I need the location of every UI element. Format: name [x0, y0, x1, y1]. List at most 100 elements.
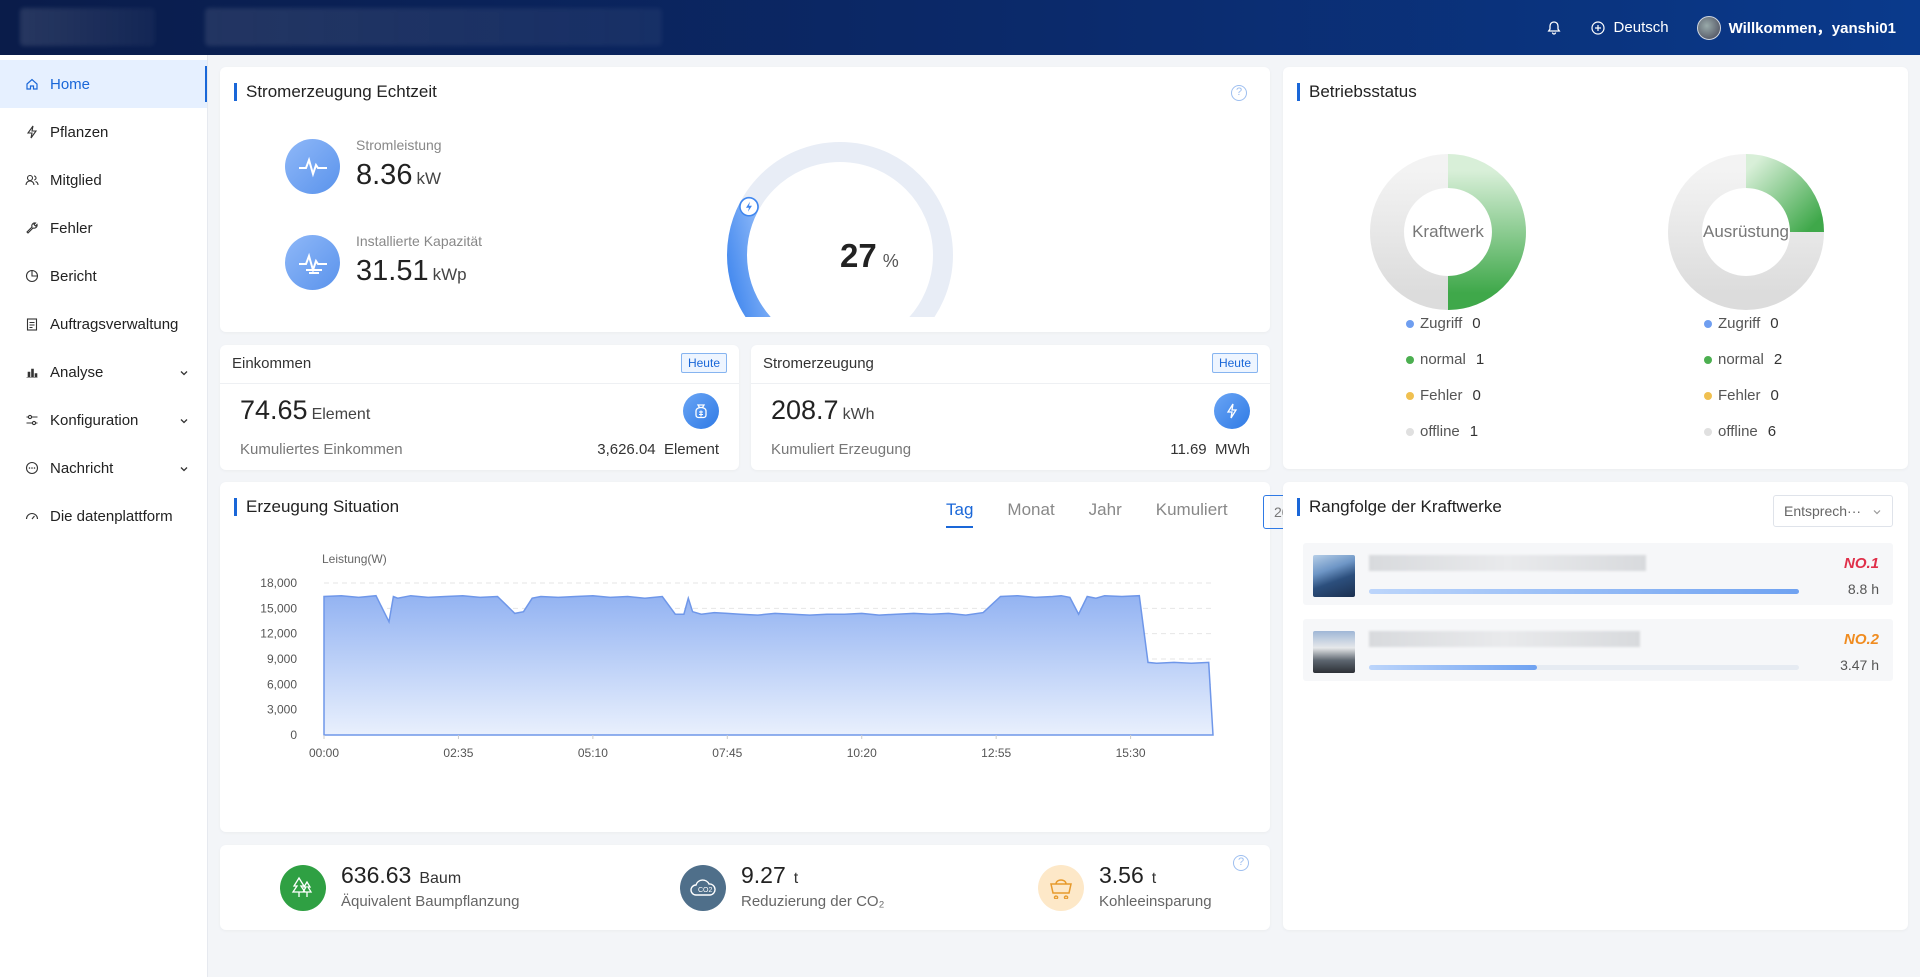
plant-legend-normal: normal 1: [1406, 351, 1484, 368]
chart-y-axis-label: Leistung(W): [322, 552, 387, 566]
sidebar-item-datenplattform[interactable]: Die datenplattform: [0, 492, 207, 540]
pie-chart-icon: [24, 268, 40, 284]
tab-tag[interactable]: Tag: [946, 500, 974, 528]
chart-y-tick-label: 18,000: [260, 576, 297, 590]
income-title: Einkommen: [232, 355, 312, 372]
device-legend-fehler: Fehler 0: [1704, 387, 1779, 404]
chart-y-tick-label: 12,000: [260, 627, 297, 641]
avatar: [1696, 15, 1721, 40]
sidebar-item-fehler[interactable]: Fehler: [0, 204, 207, 252]
plant-donut: [1370, 154, 1526, 310]
coal-value: 3.56 t: [1099, 862, 1157, 888]
cumulative-income-label: Kumuliertes Einkommen: [240, 441, 403, 458]
generation-situation-card: Erzeugung Situation Tag Monat Jahr Kumul…: [220, 482, 1476, 832]
clipboard-icon: [24, 316, 40, 332]
sidebar-item-label: Analyse: [50, 363, 104, 381]
sidebar-item-label: Konfiguration: [50, 411, 139, 429]
card-title: Erzeugung Situation: [234, 498, 399, 516]
environment-card: ? 636.63 Baum Äquivalent Baumpflanzung CO…: [220, 845, 1270, 930]
notification-bell-icon[interactable]: [1546, 20, 1562, 36]
cumulative-generation-value: 11.69 MWh: [1170, 441, 1250, 458]
sidebar-item-label: Die datenplattform: [50, 507, 173, 525]
power-label: Stromleistung: [356, 137, 442, 153]
rank-hours: 8.8 h: [1847, 581, 1879, 597]
chart-y-tick-label: 9,000: [267, 652, 297, 666]
bolt-icon: [24, 124, 40, 140]
pulse-icon: [285, 139, 340, 194]
period-tabs: Tag Monat Jahr Kumuliert: [946, 500, 1228, 528]
chart-x-tick-label: 05:10: [578, 746, 608, 760]
ranking-progress-fill: [1369, 589, 1799, 594]
rank-hours: 3.47 h: [1840, 657, 1879, 673]
wrench-icon: [24, 220, 40, 236]
device-legend-normal: normal 2: [1704, 351, 1782, 368]
sidebar-item-analyse[interactable]: Analyse: [0, 348, 207, 396]
gauge-percentage: 27%: [840, 237, 899, 274]
capacity-label: Installierte Kapazität: [356, 233, 483, 249]
tab-kumuliert[interactable]: Kumuliert: [1155, 500, 1228, 519]
help-icon[interactable]: ?: [1231, 85, 1247, 101]
today-badge[interactable]: Heute: [1211, 353, 1258, 373]
ranking-row-1[interactable]: NO.1 8.8 h: [1303, 543, 1893, 605]
ranking-progress: [1369, 589, 1799, 594]
ranking-progress: [1369, 665, 1799, 670]
lightning-icon: [1214, 393, 1250, 429]
today-badge[interactable]: Heute: [680, 353, 727, 373]
sidebar-item-nachricht[interactable]: Nachricht: [0, 444, 207, 492]
card-title: Stromerzeugung Echtzeit: [234, 83, 437, 101]
sliders-icon: [24, 412, 40, 428]
language-switcher[interactable]: Deutsch: [1590, 19, 1669, 36]
plant-donut-label: Kraftwerk: [1412, 222, 1484, 241]
money-bag-icon: [683, 393, 719, 429]
user-menu[interactable]: Willkommen，yanshi01: [1696, 15, 1896, 40]
device-legend-offline: offline 6: [1704, 423, 1776, 440]
chart-x-tick-label: 15:30: [1116, 746, 1146, 760]
capacity-value: 31.51 kWp: [356, 255, 467, 287]
plant-name-blurred: [1369, 631, 1640, 647]
generation-today-card: Stromerzeugung Heute 208.7 kWh Kumuliert …: [751, 345, 1270, 470]
welcome-text: Willkommen，yanshi01: [1728, 20, 1896, 37]
device-donut-label: Ausrüstung: [1703, 222, 1789, 241]
sidebar-item-label: Nachricht: [50, 459, 114, 477]
svg-text:CO2: CO2: [698, 887, 713, 894]
sidebar-item-label: Fehler: [50, 219, 93, 237]
chart-x-tick-label: 07:45: [712, 746, 742, 760]
power-value: 8.36 kW: [356, 159, 441, 191]
chevron-down-icon: [179, 413, 189, 430]
tree-label: Äquivalent Baumpflanzung: [341, 893, 520, 910]
sidebar-item-pflanzen[interactable]: Pflanzen: [0, 108, 207, 156]
gauge-icon: [24, 508, 40, 524]
chart-x-tick-label: 02:35: [443, 746, 473, 760]
gauge-track: [727, 142, 953, 317]
ranking-sort-select[interactable]: Entsprech···: [1773, 495, 1893, 527]
generation-value: 208.7 kWh: [771, 395, 875, 425]
sidebar-item-bericht[interactable]: Bericht: [0, 252, 207, 300]
tab-monat[interactable]: Monat: [1007, 500, 1055, 519]
plant-thumbnail: [1313, 555, 1355, 597]
sidebar-item-konfiguration[interactable]: Konfiguration: [0, 396, 207, 444]
ranking-row-2[interactable]: NO.2 3.47 h: [1303, 619, 1893, 681]
title-blurred: [205, 8, 662, 46]
chart-x-tick-label: 00:00: [309, 746, 339, 760]
realtime-card: Stromerzeugung Echtzeit ? Stromleistung …: [220, 67, 1270, 332]
device-donut: [1668, 154, 1824, 310]
co2-label: Reduzierung der CO₂: [741, 893, 885, 910]
cumulative-generation-label: Kumuliert Erzeugung: [771, 441, 912, 458]
co2-value: 9.27 t: [741, 862, 799, 888]
chart-y-tick-label: 15,000: [260, 601, 297, 615]
logo-blurred: [20, 8, 155, 46]
bar-chart-icon: [24, 364, 40, 380]
generation-title: Stromerzeugung: [763, 355, 874, 372]
tree-icon: [280, 865, 326, 911]
sidebar-item-auftragsverwaltung[interactable]: Auftragsverwaltung: [0, 300, 207, 348]
sidebar-item-label: Home: [50, 75, 91, 93]
generation-chart: 18,000 15,000 12,000 9,000 6,000 3,000 0 00:00 0…: [260, 552, 1214, 760]
sidebar-item-home[interactable]: Home: [0, 60, 207, 108]
sidebar-item-mitglied[interactable]: Mitglied: [0, 156, 207, 204]
tab-jahr[interactable]: Jahr: [1088, 500, 1122, 519]
help-icon[interactable]: ?: [1233, 855, 1249, 871]
capacity-icon: [285, 235, 340, 290]
sidebar: Home Pflanzen Mitglied Fehler Bericht Au…: [0, 55, 208, 977]
chart-y-tick-label: 0: [290, 728, 297, 742]
plant-legend-offline: offline 1: [1406, 423, 1478, 440]
